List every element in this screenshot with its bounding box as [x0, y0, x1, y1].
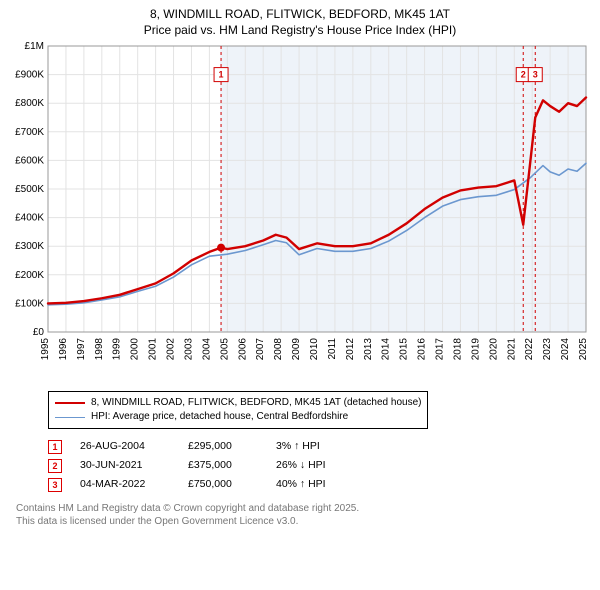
event-price: £750,000	[188, 475, 258, 494]
svg-text:2000: 2000	[130, 338, 141, 361]
legend-label: 8, WINDMILL ROAD, FLITWICK, BEDFORD, MK4…	[91, 396, 421, 410]
legend-label: HPI: Average price, detached house, Cent…	[91, 410, 348, 424]
svg-text:2014: 2014	[381, 338, 392, 361]
svg-text:1999: 1999	[112, 338, 123, 361]
events-table: 1 26-AUG-2004 £295,000 3% ↑ HPI 2 30-JUN-2021…	[48, 437, 592, 494]
event-pct: 40% ↑ HPI	[276, 475, 366, 494]
svg-text:2006: 2006	[237, 338, 248, 361]
event-num-box: 1	[48, 440, 62, 454]
svg-text:£1M: £1M	[25, 42, 44, 52]
svg-text:2010: 2010	[309, 338, 320, 361]
svg-text:£100K: £100K	[15, 299, 44, 310]
svg-text:2020: 2020	[488, 338, 499, 361]
svg-text:2022: 2022	[524, 338, 535, 361]
chart-title: 8, WINDMILL ROAD, FLITWICK, BEDFORD, MK4…	[8, 6, 592, 38]
svg-text:2021: 2021	[506, 338, 517, 361]
event-pct: 26% ↓ HPI	[276, 456, 366, 475]
event-row: 1 26-AUG-2004 £295,000 3% ↑ HPI	[48, 437, 592, 456]
svg-text:£800K: £800K	[15, 99, 44, 110]
title-line2: Price paid vs. HM Land Registry's House …	[8, 22, 592, 38]
svg-text:2015: 2015	[399, 338, 410, 361]
svg-text:2024: 2024	[560, 338, 571, 361]
svg-text:£0: £0	[33, 327, 45, 338]
legend-swatch	[55, 402, 85, 404]
legend-swatch	[55, 417, 85, 418]
svg-text:2011: 2011	[327, 338, 338, 360]
event-num-box: 3	[48, 478, 62, 492]
svg-text:1995: 1995	[40, 338, 51, 361]
svg-text:1997: 1997	[76, 338, 87, 361]
svg-text:1996: 1996	[58, 338, 69, 361]
svg-text:£200K: £200K	[15, 270, 44, 281]
price-chart: £0 £100K £200K £300K £400K £500K £600K £700K £80…	[8, 42, 592, 385]
svg-text:2005: 2005	[219, 338, 230, 361]
event-pct: 3% ↑ HPI	[276, 437, 366, 456]
legend-row: HPI: Average price, detached house, Cent…	[55, 410, 421, 424]
event-price: £375,000	[188, 456, 258, 475]
svg-text:2003: 2003	[183, 338, 194, 361]
footer-line2: This data is licensed under the Open Gov…	[16, 515, 592, 528]
svg-text:£500K: £500K	[15, 184, 44, 195]
svg-text:1: 1	[219, 70, 224, 80]
svg-text:1998: 1998	[94, 338, 105, 361]
legend: 8, WINDMILL ROAD, FLITWICK, BEDFORD, MK4…	[48, 391, 428, 429]
chart-svg: £0 £100K £200K £300K £400K £500K £600K £700K £80…	[8, 42, 592, 380]
svg-text:£300K: £300K	[15, 242, 44, 253]
svg-text:2002: 2002	[166, 338, 177, 361]
event-num-box: 2	[48, 459, 62, 473]
event-price: £295,000	[188, 437, 258, 456]
svg-text:2007: 2007	[255, 338, 266, 361]
event-date: 30-JUN-2021	[80, 456, 170, 475]
svg-text:£900K: £900K	[15, 70, 44, 81]
svg-text:2018: 2018	[452, 338, 463, 361]
svg-text:£600K: £600K	[15, 156, 44, 167]
footer-line1: Contains HM Land Registry data © Crown c…	[16, 502, 592, 515]
svg-text:2: 2	[521, 70, 526, 80]
event-row: 2 30-JUN-2021 £375,000 26% ↓ HPI	[48, 456, 592, 475]
svg-text:2016: 2016	[417, 338, 428, 361]
svg-text:2025: 2025	[578, 338, 589, 361]
event-row: 3 04-MAR-2022 £750,000 40% ↑ HPI	[48, 475, 592, 494]
svg-text:3: 3	[533, 70, 538, 80]
event-date: 26-AUG-2004	[80, 437, 170, 456]
svg-text:2013: 2013	[363, 338, 374, 361]
event-date: 04-MAR-2022	[80, 475, 170, 494]
svg-text:2019: 2019	[470, 338, 481, 361]
svg-text:£400K: £400K	[15, 213, 44, 224]
svg-text:2004: 2004	[201, 338, 212, 361]
svg-text:2017: 2017	[435, 338, 446, 361]
svg-text:£700K: £700K	[15, 127, 44, 138]
title-line1: 8, WINDMILL ROAD, FLITWICK, BEDFORD, MK4…	[8, 6, 592, 22]
svg-text:2012: 2012	[345, 338, 356, 361]
svg-text:2008: 2008	[273, 338, 284, 361]
attribution: Contains HM Land Registry data © Crown c…	[16, 502, 592, 528]
svg-text:2009: 2009	[291, 338, 302, 361]
svg-text:2023: 2023	[542, 338, 553, 361]
svg-text:2001: 2001	[148, 338, 159, 361]
legend-row: 8, WINDMILL ROAD, FLITWICK, BEDFORD, MK4…	[55, 396, 421, 410]
